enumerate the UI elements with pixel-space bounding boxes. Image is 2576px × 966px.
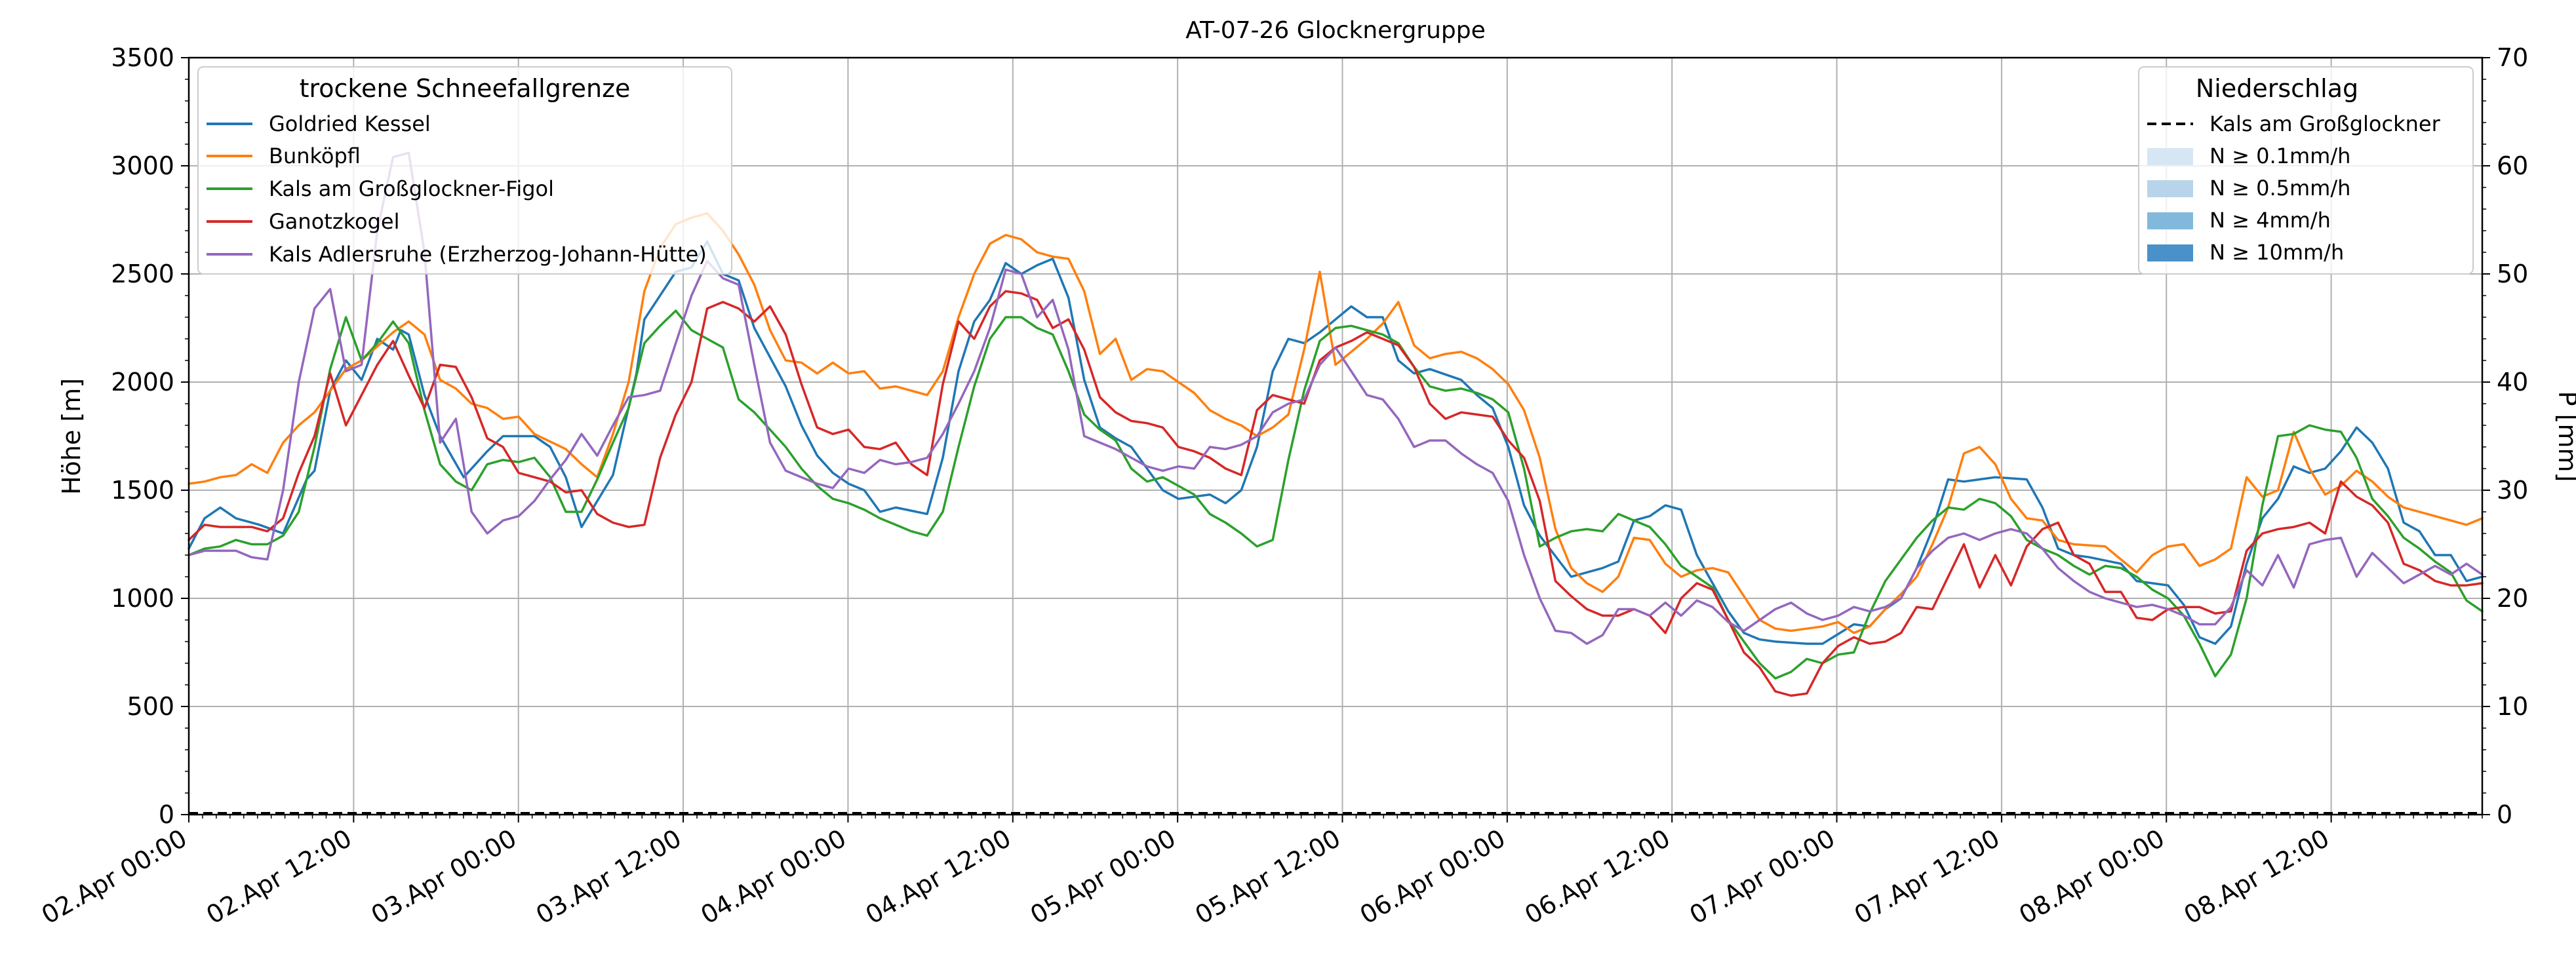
y-tick-label: 1000 (111, 584, 174, 613)
y-axis-label-right: P [mm] (2553, 391, 2576, 482)
legend-left-title: trockene Schneefallgrenze (300, 74, 631, 103)
legend-right-entry: N ≥ 0.5mm/h (2209, 176, 2350, 201)
y-tick-label: 500 (127, 692, 174, 721)
x-tick-label: 08.Apr 00:00 (2014, 824, 2170, 930)
legend-precipitation[interactable]: Niederschlag Kals am Großglockner N ≥ 0.… (2138, 66, 2474, 275)
legend-swatch (2147, 148, 2193, 165)
x-tick-label: 02.Apr 12:00 (201, 824, 357, 930)
legend-swatch (2147, 180, 2193, 197)
y-tick-label: 2000 (111, 368, 174, 396)
x-tick-label: 08.Apr 12:00 (2179, 824, 2335, 930)
x-tick-label: 04.Apr 00:00 (696, 824, 851, 930)
y-axis-right: 0 10 20 30 40 50 60 70 (2482, 43, 2528, 829)
y-tick-label: 2500 (111, 260, 174, 288)
y-tick-label: 0 (159, 800, 174, 829)
x-tick-label: 04.Apr 12:00 (861, 824, 1016, 930)
y-right-tick-label: 60 (2497, 151, 2528, 180)
chart-title: AT-07-26 Glocknergruppe (1185, 17, 1486, 44)
series-line-kals-adlersruhe-erzherzog-johann-h-tte (188, 151, 2484, 646)
series-line-bunk-pfl (188, 212, 2484, 634)
legend-right-entry: N ≥ 10mm/h (2209, 240, 2344, 265)
x-tick-label: 07.Apr 00:00 (1684, 824, 1840, 930)
x-axis: 02.Apr 00:00 02.Apr 12:00 03.Apr 00:00 03.A… (37, 815, 2483, 930)
series-line-ganotzkogel (188, 290, 2484, 697)
x-tick-label: 06.Apr 12:00 (1520, 824, 1675, 930)
y-tick-label: 1500 (111, 476, 174, 505)
legend-right-entry: N ≥ 0.1mm/h (2209, 144, 2350, 168)
legend-left-entry: Goldried Kessel (269, 111, 431, 136)
legend-swatch (2147, 244, 2193, 261)
series-line-kals-am-gro-glockner-figol (188, 309, 2484, 680)
plot-frame (188, 56, 2484, 816)
legend-swatch (2147, 212, 2193, 229)
x-tick-label: 05.Apr 00:00 (1025, 824, 1181, 930)
legend-left-entry: Bunköpfl (269, 144, 361, 168)
y-right-tick-label: 40 (2497, 368, 2528, 396)
legend-right-entry: Kals am Großglockner (2209, 111, 2441, 136)
y-right-tick-label: 20 (2497, 584, 2528, 613)
series-line-goldried-kessel (188, 240, 2484, 646)
y-right-tick-label: 0 (2497, 800, 2512, 829)
legend-right-entry: N ≥ 4mm/h (2209, 208, 2331, 233)
legend-right-title: Niederschlag (2196, 74, 2358, 103)
x-tick-label: 05.Apr 12:00 (1190, 824, 1345, 930)
y-right-tick-label: 10 (2497, 692, 2528, 721)
y-axis-label-left: Höhe [m] (57, 378, 86, 495)
legend-snowfall-limit[interactable]: trockene Schneefallgrenze Goldried Kesse… (197, 66, 732, 275)
x-tick-label: 03.Apr 00:00 (367, 824, 522, 930)
legend-left-entry: Kals Adlersruhe (Erzherzog-Johann-Hütte) (269, 242, 707, 267)
y-right-tick-label: 70 (2497, 43, 2528, 72)
y-tick-label: 3500 (111, 43, 174, 72)
y-axis-left: 0 500 1000 1500 2000 2500 3000 3500 (111, 43, 189, 829)
x-tick-label: 03.Apr 12:00 (531, 824, 686, 930)
x-tick-label: 07.Apr 12:00 (1850, 824, 2005, 930)
series-lines (188, 151, 2484, 697)
legend-left-entry: Ganotzkogel (269, 209, 399, 234)
x-tick-label: 02.Apr 00:00 (37, 824, 192, 930)
y-right-tick-label: 30 (2497, 476, 2528, 505)
legend-left-entry: Kals am Großglockner-Figol (269, 176, 554, 201)
x-tick-label: 06.Apr 00:00 (1355, 824, 1511, 930)
y-right-tick-label: 50 (2497, 260, 2528, 288)
y-tick-label: 3000 (111, 151, 174, 180)
